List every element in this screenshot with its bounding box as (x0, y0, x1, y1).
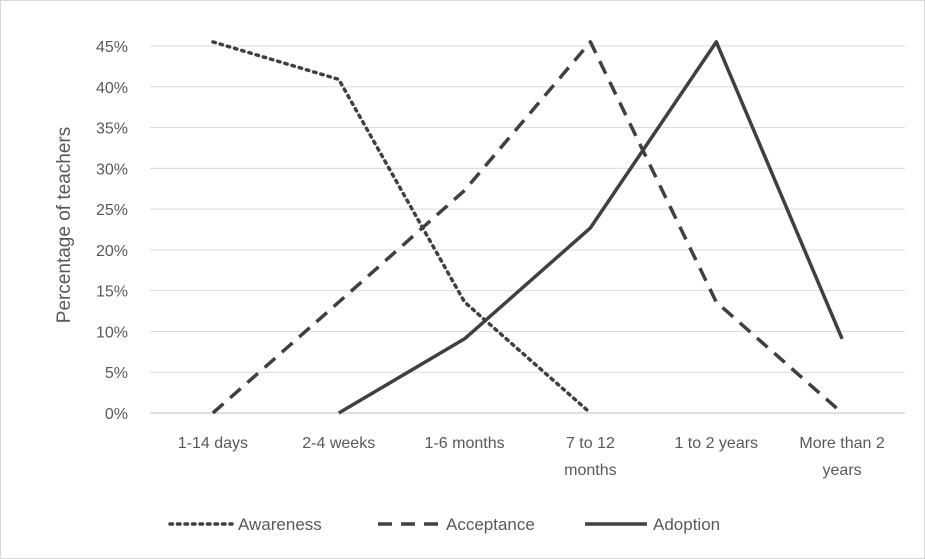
y-tick-label: 5% (105, 365, 128, 382)
y-tick-label: 40% (96, 80, 128, 97)
y-tick-label: 45% (96, 39, 128, 56)
y-tick-label: 25% (96, 202, 128, 219)
series-line-acceptance (211, 40, 844, 415)
y-tick-label: 35% (96, 121, 128, 138)
series-line-awareness (211, 40, 593, 415)
x-tick-label: 1 to 2 years (674, 435, 758, 452)
y-axis-label: Percentage of teachers (54, 127, 75, 323)
y-tick-label: 20% (96, 243, 128, 260)
legend-label-adoption: Adoption (653, 515, 720, 534)
x-tick-label: More than 2 years (799, 435, 884, 479)
legend-label-awareness: Awareness (238, 515, 322, 534)
y-axis-tick-labels: 0% 5% 10% 15% 20% 25% 30% 35% 40% 45% (96, 39, 128, 423)
x-tick-label: 7 to 12 months (564, 435, 616, 479)
y-tick-label: 15% (96, 284, 128, 301)
legend-label-acceptance: Acceptance (446, 515, 535, 534)
x-tick-label: 2-4 weeks (302, 435, 375, 452)
series-line-adoption (337, 40, 844, 415)
y-tick-label: 10% (96, 324, 128, 341)
x-tick-label: 1-14 days (178, 435, 248, 452)
gridlines (150, 45, 905, 414)
legend: Awareness Acceptance Adoption (168, 515, 720, 534)
y-tick-label: 30% (96, 161, 128, 178)
series-lines (211, 40, 844, 415)
x-axis-tick-labels: 1-14 days 2-4 weeks 1-6 months 7 to 12 month… (178, 435, 885, 479)
x-tick-label: 1-6 months (425, 435, 505, 452)
y-tick-label: 0% (105, 406, 128, 423)
